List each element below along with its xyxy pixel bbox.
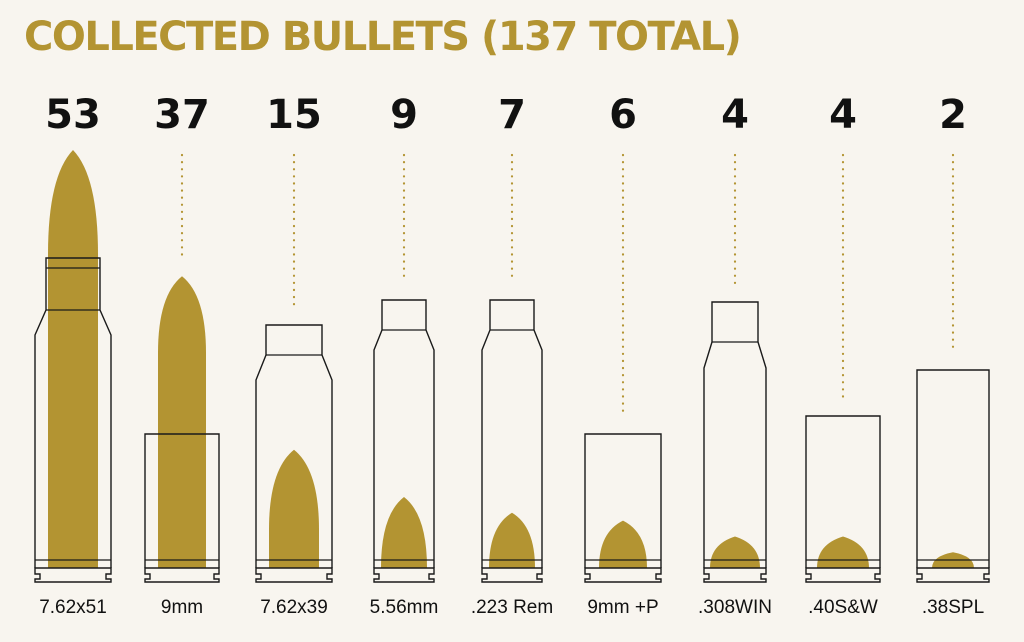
cartridge-rim	[481, 567, 543, 583]
value-label: 2	[939, 92, 967, 138]
bullet-group: 15 7.62x39	[255, 92, 333, 618]
value-label: 6	[609, 92, 637, 138]
bullet-bar	[158, 276, 206, 568]
cartridge-rim	[703, 567, 767, 583]
chart-title: COLLECTED BULLETS (137 TOTAL)	[24, 14, 742, 60]
cartridge-case	[703, 301, 767, 568]
cartridge-case	[481, 299, 543, 568]
bullet-bar	[817, 536, 869, 568]
category-label: .308WIN	[698, 597, 772, 618]
cartridge-case	[584, 433, 662, 568]
cartridge-rim	[373, 567, 435, 583]
bullet-group: 6 9mm +P	[584, 92, 662, 618]
bullet-group: 2 .38SPL	[916, 92, 990, 618]
value-label: 15	[266, 92, 322, 138]
bullet-bar	[381, 497, 427, 568]
cartridge-rim	[255, 567, 333, 583]
category-label: 7.62x51	[39, 597, 107, 618]
value-label: 4	[829, 92, 857, 138]
bullet-group: 9 5.56mm	[370, 92, 439, 618]
cartridge-case	[916, 369, 990, 568]
cartridge-case	[373, 299, 435, 568]
bullet-group: 4 .40S&W	[805, 92, 881, 618]
category-label: 9mm +P	[587, 597, 658, 618]
category-label: 7.62x39	[260, 597, 328, 618]
cartridge-case	[34, 257, 112, 568]
bullet-group: 53 7.62x51	[34, 92, 112, 618]
value-label: 37	[154, 92, 210, 138]
bullet-bar	[269, 449, 319, 568]
cartridge-rim	[805, 567, 881, 583]
category-label: .38SPL	[922, 597, 984, 618]
cartridge-case	[805, 415, 881, 568]
bullet-group: 4 .308WIN	[698, 92, 772, 618]
cartridge-case	[255, 324, 333, 568]
cartridge-rim	[34, 567, 112, 583]
bullet-group: 7 .223 Rem	[471, 92, 553, 618]
bullet-bar	[48, 150, 98, 568]
value-label: 9	[390, 92, 418, 138]
category-label: .223 Rem	[471, 597, 553, 618]
category-label: .40S&W	[808, 597, 878, 618]
cartridge-rim	[916, 567, 990, 583]
value-label: 53	[45, 92, 101, 138]
value-label: 7	[498, 92, 526, 138]
value-label: 4	[721, 92, 749, 138]
cartridge-case	[144, 433, 220, 568]
cartridge-rim	[144, 567, 220, 583]
bullet-bar	[489, 512, 535, 568]
category-label: 9mm	[161, 597, 203, 618]
cartridge-rim	[584, 567, 662, 583]
bullet-group: 37 9mm	[144, 92, 220, 618]
category-label: 5.56mm	[370, 597, 439, 618]
bullet-bar	[599, 520, 647, 568]
bullet-bar	[710, 536, 760, 568]
